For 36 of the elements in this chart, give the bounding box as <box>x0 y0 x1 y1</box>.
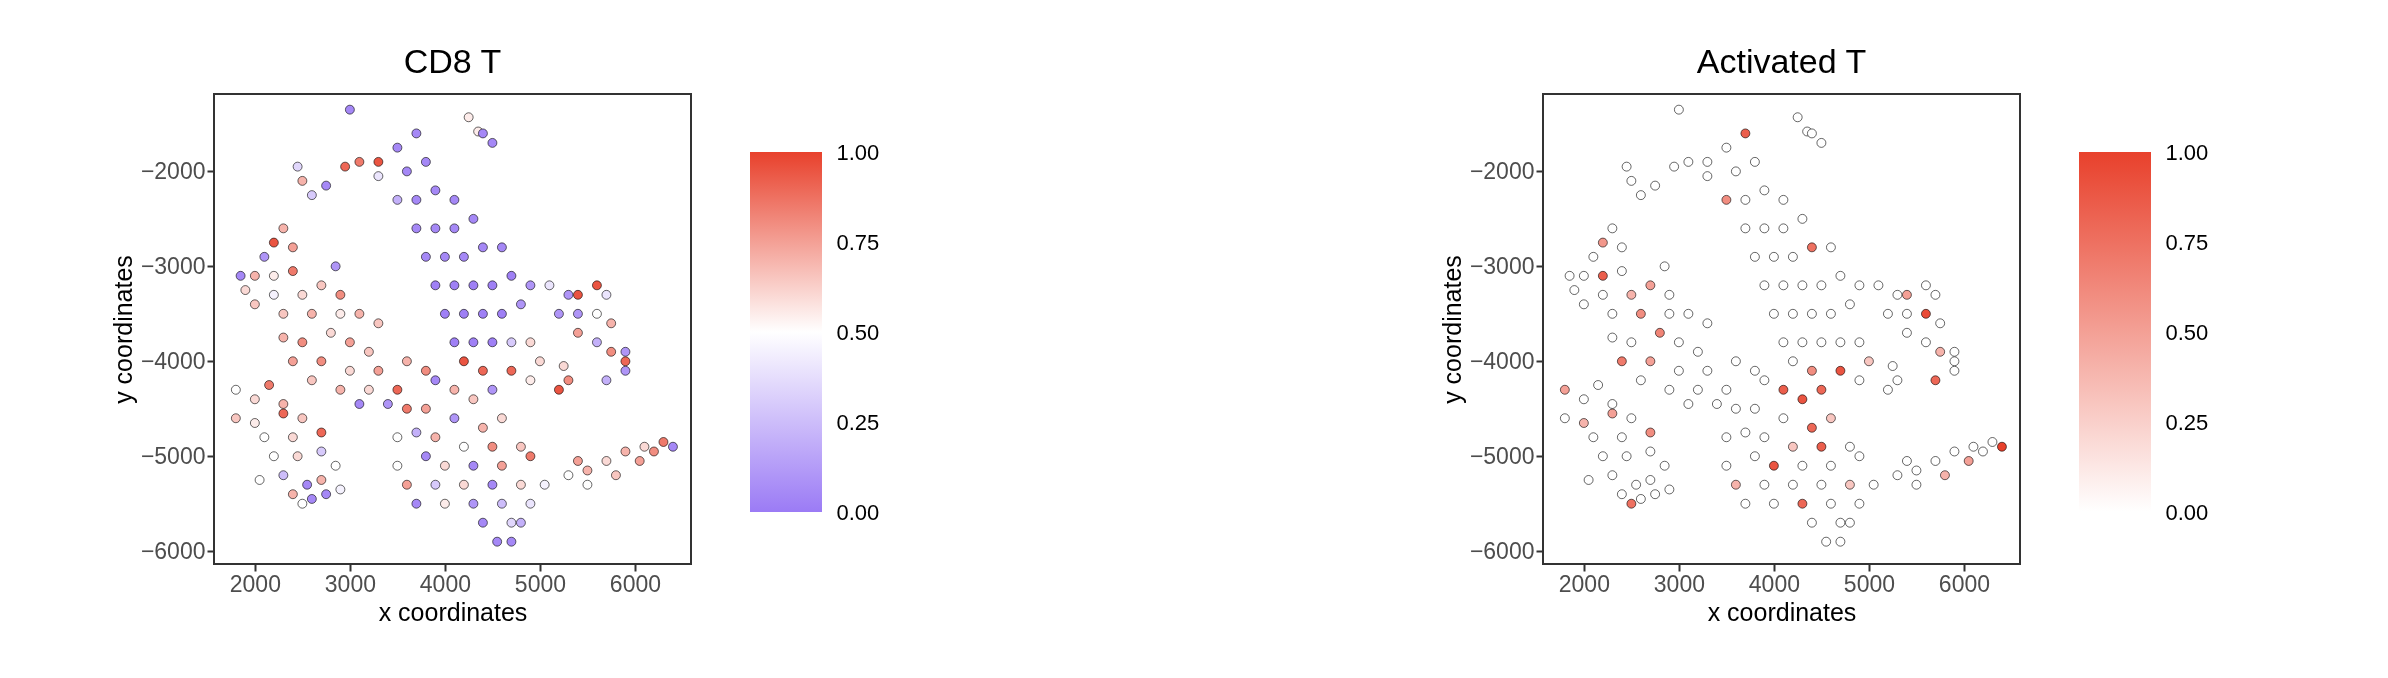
y-tick-label: −4000 <box>1469 347 1535 374</box>
color-bar-label: 0.25 <box>836 409 880 435</box>
y-tick-label: −3000 <box>140 252 206 279</box>
x-tick-label: 3000 <box>1653 570 1705 597</box>
y-tick-label: −5000 <box>140 442 206 469</box>
x-tick-label: 4000 <box>1748 570 1800 597</box>
y-tick-label: −6000 <box>1469 537 1535 564</box>
y-tick-label: −5000 <box>1469 442 1535 469</box>
y-tick-label: −2000 <box>140 157 206 184</box>
x-tick-label: 3000 <box>324 570 376 597</box>
x-axis-title: x coordinates <box>1707 597 1857 626</box>
x-tick-label: 4000 <box>419 570 471 597</box>
x-axis-title: x coordinates <box>378 597 528 626</box>
y-axis-title: y coordinates <box>1437 255 1466 404</box>
x-tick-label: 5000 <box>1843 570 1895 597</box>
color-bar-label: 0.25 <box>2165 409 2209 435</box>
color-bar-label: 0.75 <box>836 229 880 255</box>
chart-title: Activated T <box>1696 42 1867 80</box>
color-bar-label: 0.50 <box>2165 319 2209 345</box>
color-bar-label: 1.00 <box>836 139 880 165</box>
x-tick-label: 2000 <box>1558 570 1610 597</box>
color-bar-label: 0.00 <box>2165 499 2209 525</box>
y-tick-label: −6000 <box>140 537 206 564</box>
y-tick-label: −4000 <box>140 347 206 374</box>
x-tick-label: 6000 <box>1938 570 1991 597</box>
y-axis-title: y coordinates <box>108 255 137 404</box>
color-bar-label: 1.00 <box>2165 139 2209 165</box>
x-tick-label: 5000 <box>514 570 566 597</box>
color-bar-label: 0.75 <box>2165 229 2209 255</box>
y-tick-label: −2000 <box>1469 157 1535 184</box>
color-bar-label: 0.00 <box>836 499 880 525</box>
chart-title: CD8 T <box>403 42 502 80</box>
color-bar-label: 0.50 <box>836 319 880 345</box>
y-tick-label: −3000 <box>1469 252 1535 279</box>
x-tick-label: 6000 <box>609 570 662 597</box>
x-tick-label: 2000 <box>229 570 281 597</box>
